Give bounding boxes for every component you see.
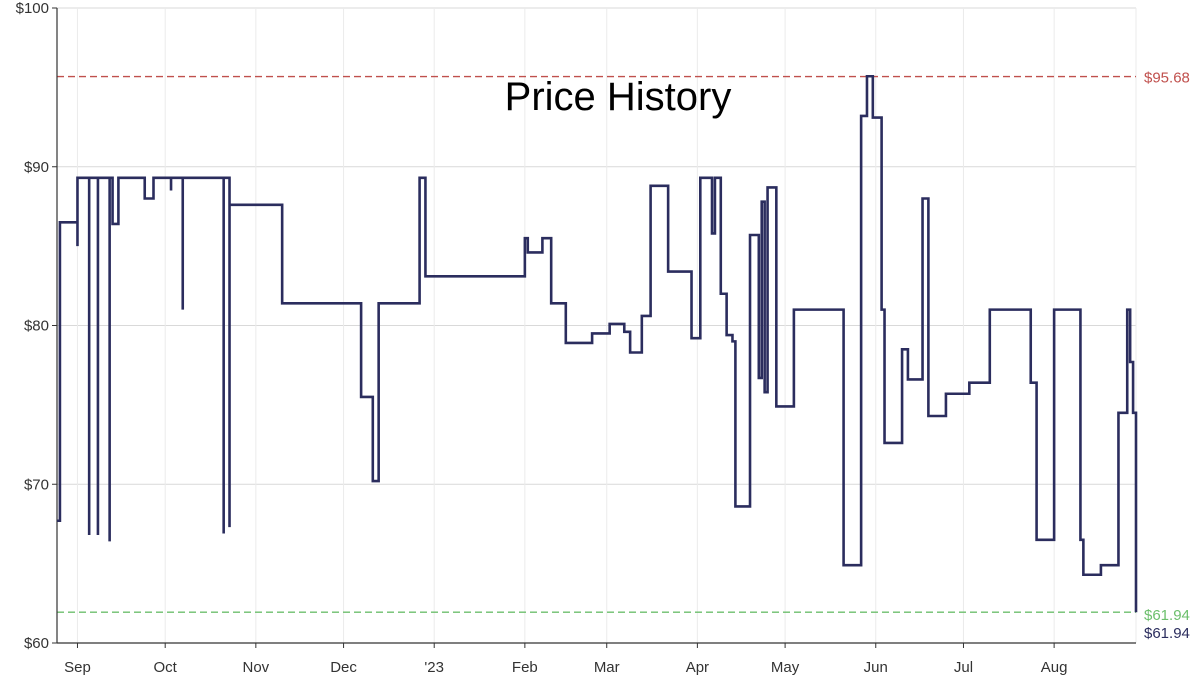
max-price-label: $95.68 [1144, 70, 1190, 87]
y-tick-label: $60 [24, 635, 49, 652]
x-tick-labels: Sep Oct Nov Dec '23 Feb Mar Apr May Jun Jul Aug [64, 643, 1067, 676]
reference-lines [57, 77, 1136, 613]
y-tick-labels: $100 $90 $80 $70 $60 [16, 0, 57, 652]
min-price-label: $61.94 [1144, 607, 1190, 624]
x-tick-label: Sep [64, 659, 91, 676]
chart-title: Price History [505, 75, 732, 119]
price-line [57, 76, 1136, 612]
x-tick-label: Apr [686, 659, 709, 676]
series-layer [57, 76, 1136, 612]
x-tick-label: Oct [154, 659, 178, 676]
y-tick-label: $80 [24, 318, 49, 335]
x-tick-label: Jul [954, 659, 973, 676]
x-tick-label: Aug [1041, 659, 1068, 676]
x-tick-label: Dec [330, 659, 357, 676]
x-tick-label: Mar [594, 659, 620, 676]
x-tick-label: Jun [864, 659, 888, 676]
x-tick-label: '23 [424, 659, 444, 676]
x-tick-label: May [771, 659, 800, 676]
x-tick-label: Feb [512, 659, 538, 676]
x-tick-label: Nov [242, 659, 269, 676]
current-price-label: $61.94 [1144, 625, 1190, 642]
y-tick-label: $100 [16, 0, 49, 17]
y-tick-label: $90 [24, 159, 49, 176]
y-tick-label: $70 [24, 476, 49, 493]
